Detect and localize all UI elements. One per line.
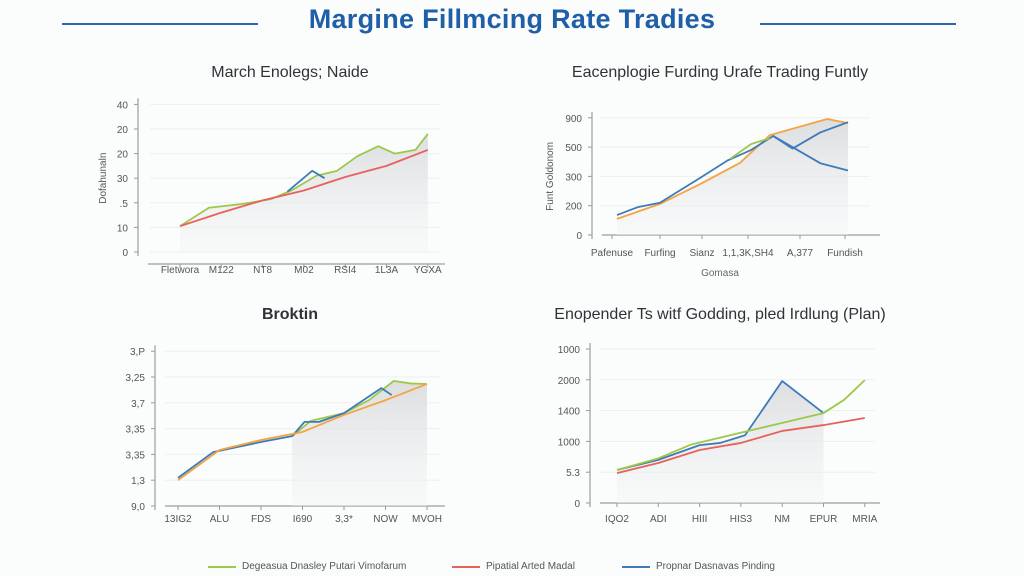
y-tick-label: 1400 <box>558 407 581 418</box>
x-tick-label: HIS3 <box>730 514 753 525</box>
series-line <box>616 417 865 474</box>
y-tick-label: 3,7 <box>131 399 145 410</box>
y-tick-label: 20 <box>117 150 129 161</box>
legend-label: Pipatial Arted Madal <box>486 561 575 572</box>
x-tick-label: EPUR <box>810 514 838 525</box>
series-line <box>286 169 326 193</box>
y-tick-label: 1000 <box>558 345 581 356</box>
y-tick-label: 3,P <box>130 347 145 358</box>
y-tick-label: 20 <box>117 125 129 136</box>
x-tick-label: NM <box>774 514 790 525</box>
x-tick-label: Sianz <box>689 248 714 259</box>
legend-label: Propnar Dasnavas Pinding <box>656 561 775 572</box>
series-line <box>772 135 849 172</box>
series-line <box>177 387 393 479</box>
y-tick-label: 3,35 <box>126 450 146 461</box>
y-tick-label: 30 <box>117 174 129 185</box>
x-axis-label: Gomasa <box>701 268 739 279</box>
y-tick-label: 3,35 <box>126 425 146 436</box>
y-tick-label: 200 <box>565 202 582 213</box>
legend-swatch <box>622 565 650 568</box>
series-line <box>616 379 866 471</box>
x-tick-label: FDS <box>251 514 271 525</box>
y-tick-label: 5.3 <box>566 468 580 479</box>
chart-1-title: March Enolegs; Naide <box>211 64 369 81</box>
x-tick-label: 13IG2 <box>164 514 192 525</box>
legend-swatch <box>452 565 480 568</box>
y-tick-label: 900 <box>565 114 582 125</box>
y-tick-label: 1,3 <box>131 476 145 487</box>
y-tick-label: 300 <box>565 172 582 183</box>
legend-item-blue: Propnar Dasnavas Pinding <box>622 561 775 572</box>
series-line <box>179 133 429 227</box>
series-area-fill <box>292 380 427 506</box>
y-tick-label: 500 <box>565 143 582 154</box>
x-tick-label: ALU <box>210 514 229 525</box>
series-area-fill <box>180 133 428 252</box>
legend-item-red: Pipatial Arted Madal <box>452 561 575 572</box>
series-line <box>729 137 770 160</box>
y-axis-label: Dofahunaln <box>98 153 109 204</box>
x-tick-label: I690 <box>293 514 313 525</box>
x-tick-label: ADI <box>650 514 667 525</box>
x-tick-label: Fletwora <box>161 265 200 276</box>
series-line <box>616 118 849 220</box>
y-tick-label: .5 <box>120 199 129 210</box>
x-tick-label: YGXA <box>414 265 442 276</box>
x-tick-label: IQO2 <box>605 514 629 525</box>
x-tick-label: MVOH <box>412 514 442 525</box>
y-tick-label: 40 <box>117 100 129 111</box>
legend-label: Degeasua Dnasley Putari Vimofarum <box>242 561 407 572</box>
x-tick-label: NOW <box>373 514 398 525</box>
chart-2-title: Eacenplogie Furding Urafe Trading Funtly <box>571 64 869 81</box>
chart-3-title: Broktin <box>262 306 318 323</box>
y-tick-label: 0 <box>576 231 582 242</box>
x-tick-label: A,377 <box>787 248 814 259</box>
x-tick-label: MRIA <box>852 514 877 525</box>
x-tick-label: Furfing <box>644 248 675 259</box>
page-title: Margine Fillmcing Rate Tradies <box>308 4 716 34</box>
x-tick-label: Pafenuse <box>591 248 634 259</box>
title-rule-left <box>62 23 258 25</box>
series-line <box>179 149 429 228</box>
x-tick-label: NT8 <box>253 265 272 276</box>
title-rule-right <box>760 23 956 25</box>
x-tick-label: 1L3A <box>375 265 399 276</box>
y-tick-label: 3,25 <box>126 373 146 384</box>
x-tick-label: HIII <box>692 514 708 525</box>
legend-swatch <box>208 565 236 568</box>
series-line <box>177 383 428 481</box>
x-tick-label: M122 <box>209 265 234 276</box>
y-tick-label: 0 <box>122 248 128 259</box>
series-line <box>616 380 825 471</box>
x-tick-label: M02 <box>294 265 314 276</box>
y-tick-label: 10 <box>117 223 129 234</box>
series-line <box>616 121 849 216</box>
legend-item-green: Degeasua Dnasley Putari Vimofarum <box>208 561 406 572</box>
chart-4-title: Enopender Ts witf Godding, pled Irdlung … <box>554 306 886 323</box>
y-tick-label: 2000 <box>558 376 581 387</box>
series-line <box>291 379 428 438</box>
x-tick-label: Fundish <box>827 248 863 259</box>
y-tick-label: 1000 <box>558 437 581 448</box>
y-tick-label: 0 <box>574 499 580 510</box>
x-tick-label: 1,1,3K,SH4 <box>722 248 774 259</box>
x-tick-label: RSI4 <box>334 265 357 276</box>
y-axis-label: Funt Goldonom <box>545 142 556 211</box>
x-tick-label: 3,3* <box>335 514 353 525</box>
y-tick-label: 9,0 <box>131 502 145 513</box>
series-area-fill <box>617 381 824 503</box>
